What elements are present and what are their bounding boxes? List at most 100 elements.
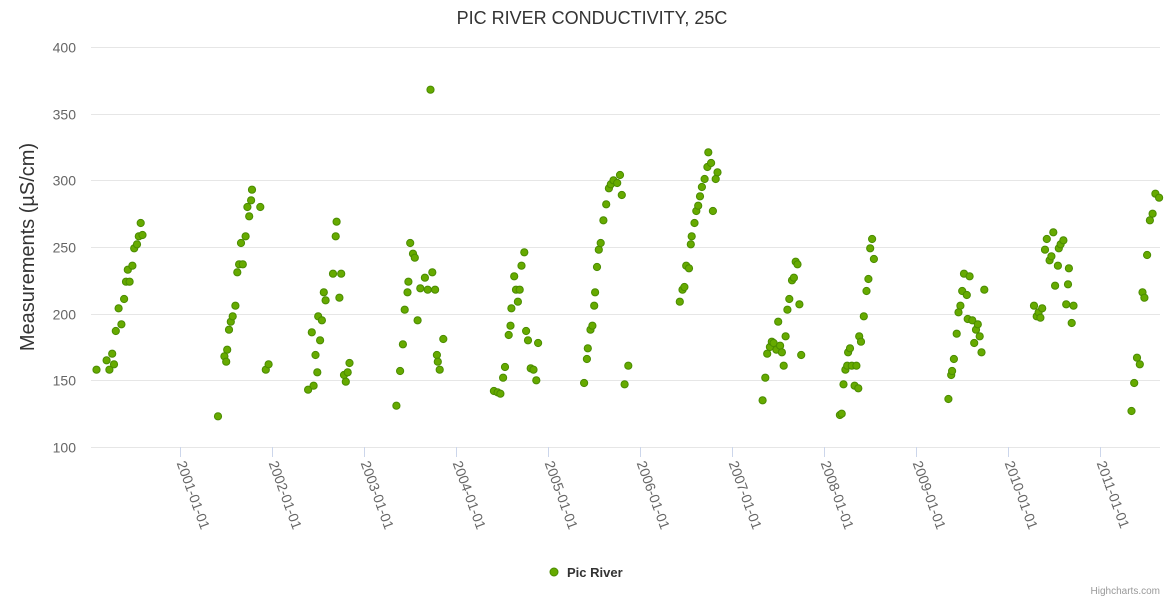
data-point[interactable]	[309, 381, 318, 390]
data-point[interactable]	[868, 234, 877, 244]
data-point[interactable]	[1040, 245, 1050, 254]
data-point[interactable]	[675, 297, 684, 306]
data-point[interactable]	[1049, 228, 1058, 237]
data-point[interactable]	[517, 261, 526, 270]
data-point[interactable]	[956, 301, 965, 310]
data-point[interactable]	[970, 338, 979, 348]
data-point[interactable]	[403, 288, 412, 297]
data-point[interactable]	[713, 168, 722, 177]
data-point[interactable]	[228, 312, 237, 321]
data-point[interactable]	[708, 206, 718, 216]
data-point[interactable]	[128, 261, 137, 270]
data-point[interactable]	[779, 361, 788, 370]
data-point[interactable]	[781, 332, 790, 341]
data-point[interactable]	[304, 385, 313, 394]
data-point[interactable]	[687, 232, 696, 241]
data-point[interactable]	[337, 269, 346, 278]
data-point[interactable]	[613, 178, 622, 188]
data-point[interactable]	[247, 185, 257, 194]
data-point[interactable]	[761, 373, 770, 382]
data-point[interactable]	[869, 254, 879, 264]
data-point[interactable]	[837, 409, 846, 418]
data-point[interactable]	[694, 201, 703, 210]
data-point[interactable]	[776, 341, 785, 350]
data-point[interactable]	[839, 380, 848, 389]
data-point[interactable]	[700, 174, 709, 184]
data-point[interactable]	[620, 380, 629, 389]
data-point[interactable]	[317, 316, 326, 325]
data-point[interactable]	[1067, 318, 1076, 328]
legend[interactable]: Pic River	[549, 565, 623, 580]
data-point[interactable]	[1047, 252, 1056, 261]
data-point[interactable]	[111, 326, 120, 336]
data-point[interactable]	[404, 277, 413, 286]
data-point[interactable]	[617, 190, 626, 200]
data-point[interactable]	[428, 268, 437, 277]
data-point[interactable]	[704, 148, 713, 157]
data-point[interactable]	[247, 196, 256, 205]
data-point[interactable]	[534, 338, 543, 348]
data-point[interactable]	[328, 269, 338, 278]
data-point[interactable]	[1062, 300, 1071, 309]
data-point[interactable]	[1148, 209, 1157, 218]
data-point[interactable]	[793, 260, 802, 269]
data-point[interactable]	[243, 202, 252, 212]
data-point[interactable]	[222, 357, 231, 366]
data-point[interactable]	[1053, 261, 1063, 270]
data-point[interactable]	[866, 244, 875, 253]
data-point[interactable]	[777, 348, 787, 357]
data-point[interactable]	[264, 360, 273, 369]
data-point[interactable]	[510, 272, 519, 281]
data-point[interactable]	[307, 328, 316, 337]
data-point[interactable]	[1143, 250, 1152, 260]
data-point[interactable]	[319, 288, 328, 297]
data-point[interactable]	[590, 301, 599, 310]
data-point[interactable]	[504, 330, 513, 340]
data-point[interactable]	[785, 294, 794, 304]
data-point[interactable]	[795, 300, 804, 309]
data-point[interactable]	[977, 348, 986, 357]
data-point[interactable]	[532, 376, 541, 385]
data-point[interactable]	[345, 358, 354, 368]
data-point[interactable]	[1042, 234, 1051, 244]
data-point[interactable]	[975, 332, 984, 341]
data-point[interactable]	[224, 325, 234, 334]
data-point[interactable]	[686, 240, 695, 249]
data-point[interactable]	[396, 366, 405, 376]
data-point[interactable]	[583, 344, 592, 353]
data-point[interactable]	[499, 373, 508, 382]
data-point[interactable]	[413, 316, 422, 325]
data-point[interactable]	[588, 321, 597, 330]
data-point[interactable]	[311, 350, 320, 360]
credits-link[interactable]: Highcharts.com	[1091, 586, 1160, 597]
data-point[interactable]	[439, 334, 448, 344]
data-point[interactable]	[332, 217, 341, 226]
data-point[interactable]	[392, 401, 401, 410]
data-point[interactable]	[602, 200, 611, 209]
data-point[interactable]	[948, 366, 957, 376]
data-point[interactable]	[1130, 378, 1139, 388]
data-point[interactable]	[864, 274, 873, 284]
data-point[interactable]	[1051, 281, 1060, 290]
data-point[interactable]	[114, 304, 123, 313]
data-point[interactable]	[1029, 301, 1039, 310]
data-point[interactable]	[506, 321, 515, 330]
data-point[interactable]	[426, 85, 435, 94]
data-point[interactable]	[120, 294, 129, 304]
data-point[interactable]	[856, 337, 866, 346]
data-point[interactable]	[109, 360, 119, 369]
data-point[interactable]	[711, 174, 720, 184]
data-point[interactable]	[695, 192, 705, 201]
data-point[interactable]	[241, 232, 250, 241]
data-point[interactable]	[758, 396, 767, 405]
data-point[interactable]	[968, 316, 977, 325]
data-point[interactable]	[321, 296, 330, 305]
data-point[interactable]	[432, 350, 441, 360]
data-point[interactable]	[431, 285, 440, 294]
data-point[interactable]	[105, 365, 114, 374]
data-point[interactable]	[591, 288, 600, 297]
data-point[interactable]	[400, 305, 409, 314]
data-point[interactable]	[852, 361, 861, 370]
data-point[interactable]	[962, 290, 971, 300]
data-point[interactable]	[435, 365, 444, 374]
